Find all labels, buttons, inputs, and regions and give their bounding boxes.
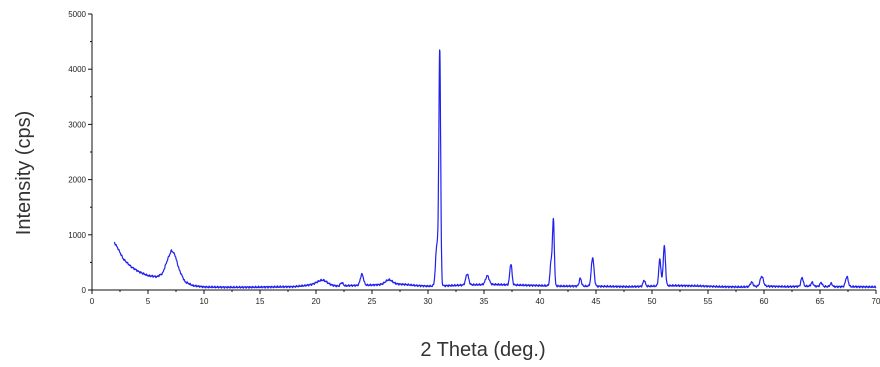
y-tick-label: 5000 xyxy=(68,10,86,19)
y-tick-label: 4000 xyxy=(68,65,86,74)
x-tick-label: 5 xyxy=(146,297,151,306)
x-tick-label: 25 xyxy=(368,297,377,306)
plot-area: 0 5 10 15 20 25 30 35 40 45 50 55 60 65 70 0 1000 2000 300… xyxy=(68,10,880,306)
x-tick-label: 15 xyxy=(256,297,265,306)
axes-layer xyxy=(91,14,876,291)
y-tick-label: 2000 xyxy=(68,176,86,185)
series-layer xyxy=(113,49,877,289)
x-tick-label: 10 xyxy=(200,297,209,306)
x-tick-label: 40 xyxy=(536,297,545,306)
y-tick-label: 0 xyxy=(82,286,87,295)
x-tick-label: 70 xyxy=(872,297,880,306)
x-tick-label: 50 xyxy=(648,297,657,306)
x-tick-label: 55 xyxy=(704,297,713,306)
x-tick-label: 0 xyxy=(90,297,95,306)
x-tick-label: 30 xyxy=(424,297,433,306)
y-axis-title: Intensity (cps) xyxy=(13,111,35,235)
y-tick-label: 3000 xyxy=(68,120,86,129)
y-tick-label: 1000 xyxy=(68,231,86,240)
x-tick-label: 35 xyxy=(480,297,489,306)
ticks-layer: 0 5 10 15 20 25 30 35 40 45 50 55 60 65 70 0 1000 2000 300… xyxy=(68,10,880,306)
x-tick-label: 20 xyxy=(312,297,321,306)
x-tick-label: 65 xyxy=(816,297,825,306)
x-axis-title: 2 Theta (deg.) xyxy=(420,339,545,361)
xrd-series-line xyxy=(113,49,877,289)
x-tick-label: 60 xyxy=(760,297,769,306)
x-tick-label: 45 xyxy=(592,297,601,306)
